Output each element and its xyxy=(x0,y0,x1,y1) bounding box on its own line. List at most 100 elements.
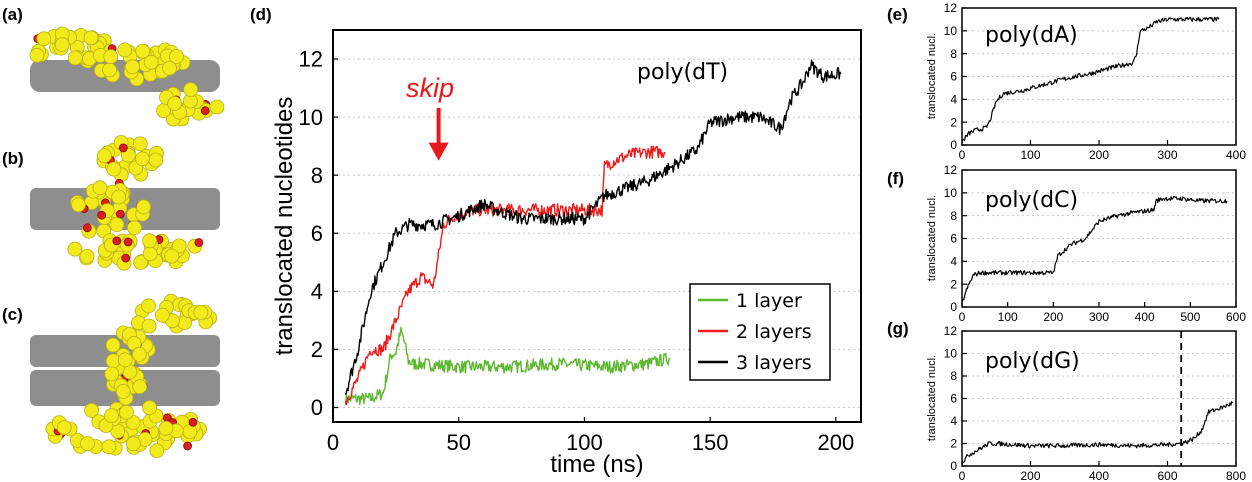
x-tick-label: 500 xyxy=(1180,310,1200,324)
panel-label-c: (c) xyxy=(2,305,23,324)
atom-oxygen xyxy=(121,253,131,263)
atom-oxygen xyxy=(112,236,122,246)
atom xyxy=(109,217,125,233)
atom xyxy=(164,248,180,264)
atom xyxy=(132,136,148,152)
atom xyxy=(142,400,158,416)
series-1-layer xyxy=(344,326,671,406)
legend-label-3-layers: 3 layers xyxy=(736,352,812,374)
y-tick-label: 0 xyxy=(950,138,957,152)
atom xyxy=(134,151,150,167)
atom xyxy=(84,402,99,418)
atom xyxy=(125,59,140,75)
x-tick-label: 400 xyxy=(1226,148,1246,162)
y-tick-label: 10 xyxy=(944,186,958,200)
y-tick-label: 6 xyxy=(950,70,957,84)
atom-oxygen xyxy=(123,237,133,247)
y-tick-label: 2 xyxy=(950,437,957,451)
legend-label-2-layers: 2 layers xyxy=(736,321,812,343)
y-tick-label: 2 xyxy=(311,337,323,362)
x-tick-label: 300 xyxy=(1157,148,1177,162)
x-tick-label: 600 xyxy=(1226,310,1246,324)
atom xyxy=(182,424,198,440)
atom xyxy=(92,180,108,196)
atom xyxy=(101,439,117,455)
x-tick-label: 150 xyxy=(692,430,729,455)
atom xyxy=(111,189,127,205)
atom xyxy=(142,233,158,249)
x-tick-label: 100 xyxy=(1020,148,1040,162)
y-tick-label: 8 xyxy=(950,47,957,61)
chart-f: 0 2 4 6 8 10 12 0 100 200 300 400 500 600 poly(dC) tr… xyxy=(926,163,1246,324)
atom xyxy=(142,246,158,262)
y-tick-label: 10 xyxy=(944,24,958,38)
atom-oxygen xyxy=(118,143,128,153)
chart-e: 0 2 4 6 8 10 12 0 100 200 300 400 poly(dA) transloc… xyxy=(926,1,1246,162)
atom xyxy=(80,436,95,451)
y-tick-label: 0 xyxy=(950,459,957,473)
atom xyxy=(135,43,151,59)
atom xyxy=(102,62,117,78)
y-tick-label: 4 xyxy=(311,279,323,304)
atom xyxy=(126,220,142,236)
skip-annotation: skip xyxy=(406,73,454,103)
snapshot-c xyxy=(30,293,220,459)
y-tick-label: 12 xyxy=(944,324,958,338)
atom-oxygen xyxy=(183,441,193,451)
atom xyxy=(83,30,99,46)
chart-d-series xyxy=(344,59,842,406)
atom xyxy=(141,318,157,334)
atom xyxy=(56,420,72,436)
chart-d-ylabel: translocated nucleotides xyxy=(271,97,298,356)
atom xyxy=(131,346,147,362)
y-tick-label: 0 xyxy=(311,395,323,420)
x-tick-label: 200 xyxy=(1043,310,1063,324)
y-tick-label: 6 xyxy=(950,232,957,246)
atom xyxy=(54,37,70,53)
x-tick-label: 200 xyxy=(1020,469,1040,482)
atom xyxy=(117,352,133,368)
snapshot-a xyxy=(29,26,225,127)
panel-label-d: (d) xyxy=(250,5,272,24)
x-tick-label: 50 xyxy=(446,430,470,455)
molecular-snapshots xyxy=(29,26,225,459)
x-tick-label: 600 xyxy=(1157,469,1177,482)
atom-oxygen xyxy=(188,417,198,427)
chart-f-inset-label: poly(dC) xyxy=(985,188,1078,213)
x-tick-label: 0 xyxy=(959,148,966,162)
atom xyxy=(125,436,141,452)
atom xyxy=(158,420,174,436)
x-tick-label: 800 xyxy=(1226,469,1246,482)
series-3-layers xyxy=(344,59,842,395)
y-tick-label: 8 xyxy=(311,163,323,188)
series-trajectory xyxy=(961,16,1220,142)
panel-label-e: (e) xyxy=(887,5,908,24)
y-tick-label: 6 xyxy=(311,221,323,246)
atom-oxygen xyxy=(115,209,125,219)
chart-f-ylabel: translocated nucl. xyxy=(926,195,938,281)
atom xyxy=(141,298,157,314)
series-trajectory xyxy=(961,195,1228,303)
legend-label-1-layer: 1 layer xyxy=(736,290,802,312)
series-2-layers xyxy=(344,145,666,406)
panel-label-f: (f) xyxy=(887,169,904,188)
snapshot-b xyxy=(30,135,220,271)
atom xyxy=(209,99,225,115)
chart-d-legend: 1 layer 2 layers 3 layers xyxy=(689,283,831,381)
atom xyxy=(154,307,170,323)
y-tick-label: 12 xyxy=(299,47,323,72)
panel-label-a: (a) xyxy=(2,5,23,24)
y-tick-label: 4 xyxy=(950,255,957,269)
y-tick-label: 12 xyxy=(944,163,958,177)
atom-oxygen xyxy=(82,223,92,233)
chart-d-ticks: 0 2 4 6 8 10 12 0 50 100 150 200 xyxy=(299,47,855,455)
chart-d-inset-label: poly(dT) xyxy=(637,60,728,85)
atom xyxy=(71,197,86,213)
atom xyxy=(104,408,119,424)
atom xyxy=(148,152,164,168)
atom-oxygen xyxy=(200,106,210,116)
x-tick-label: 200 xyxy=(817,430,854,455)
y-tick-label: 4 xyxy=(950,414,957,428)
panel-label-b: (b) xyxy=(2,149,24,168)
